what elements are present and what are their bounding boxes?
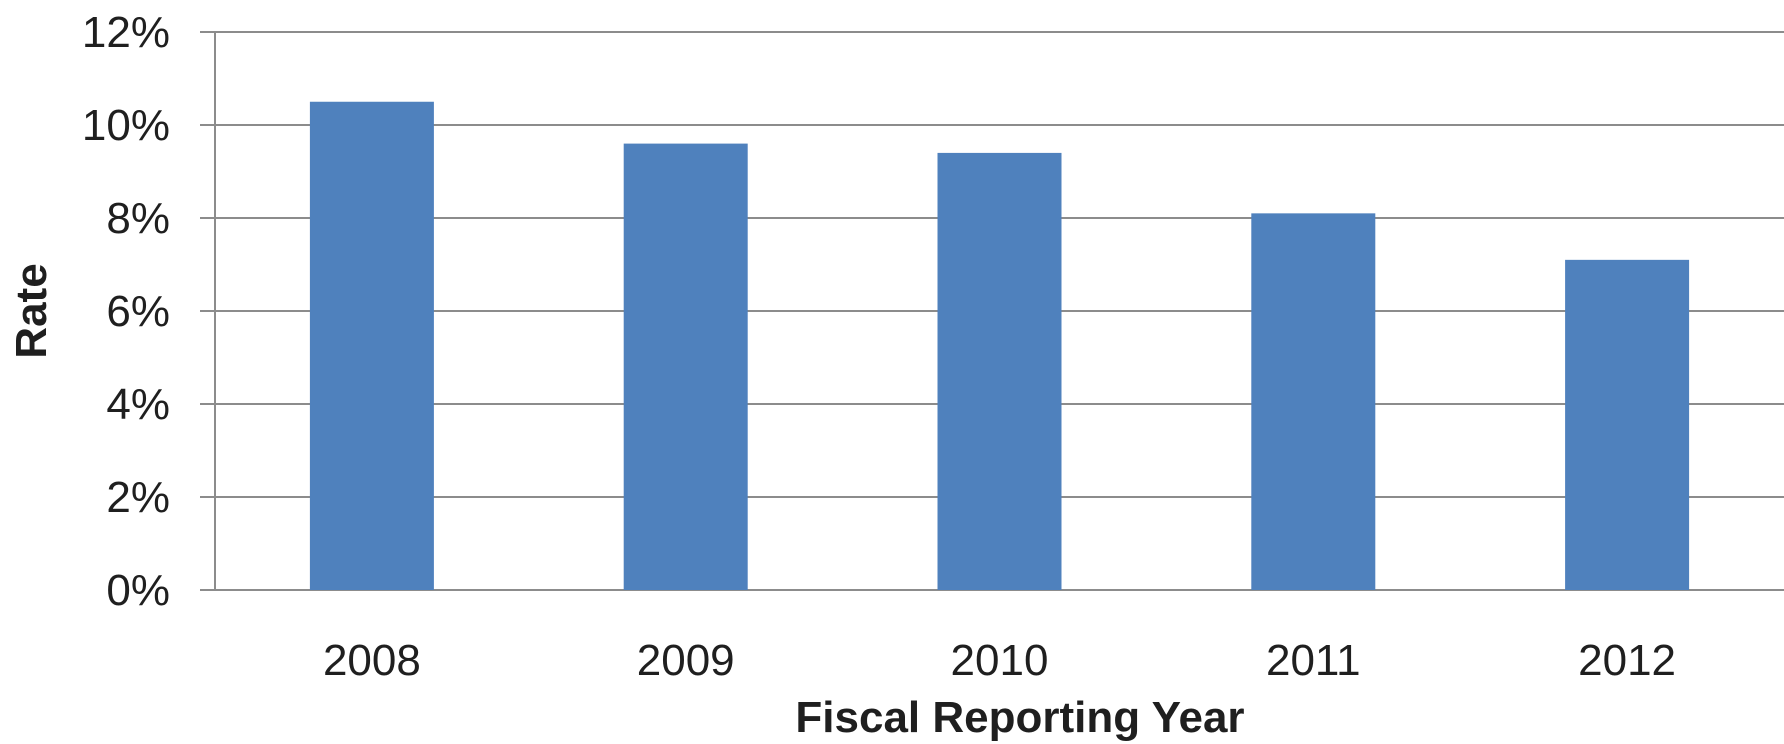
bar-2012	[1565, 259, 1690, 590]
y-tick-label: 6%	[106, 287, 170, 336]
y-tick-label: 8%	[106, 194, 170, 243]
bar-2011	[1251, 213, 1376, 590]
y-tick-label: 10%	[82, 101, 170, 150]
x-tick-label: 2009	[637, 636, 735, 685]
x-tick-label: 2008	[323, 636, 421, 685]
y-axis-tick-labels: 0% 2% 4% 6% 8% 10% 12%	[82, 8, 170, 615]
bar-2008	[309, 101, 434, 590]
y-tick-label: 4%	[106, 380, 170, 429]
x-tick-label: 2011	[1266, 636, 1361, 685]
x-axis-title: Fiscal Reporting Year	[795, 693, 1244, 742]
bar-2009	[623, 143, 748, 590]
y-tick-label: 2%	[106, 473, 170, 522]
bar-2010	[937, 152, 1062, 590]
y-tick-label: 12%	[82, 8, 170, 57]
bars	[309, 101, 1690, 590]
x-axis-tick-labels: 2008 2009 2010 2011 2012	[323, 636, 1676, 685]
y-axis-title: Rate	[7, 263, 56, 358]
x-tick-label: 2012	[1578, 636, 1676, 685]
x-tick-label: 2010	[951, 636, 1049, 685]
y-tick-label: 0%	[106, 566, 170, 615]
